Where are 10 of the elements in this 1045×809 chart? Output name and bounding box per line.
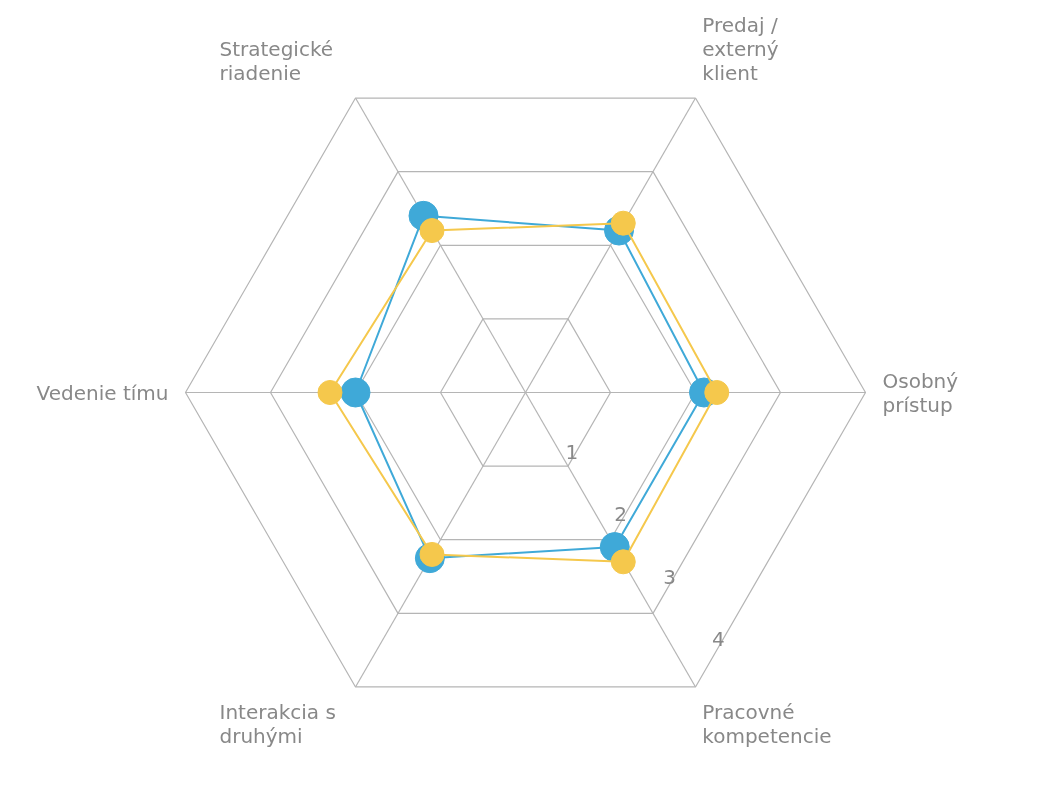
y-tick-label: 2	[614, 502, 628, 527]
spoke-label: Vedenie tímu	[36, 380, 169, 405]
spoke-label: Osobný prístup	[882, 368, 959, 417]
y-tick-label: 4	[712, 627, 725, 652]
y-tick-label: 3	[663, 564, 676, 589]
y-tick-label: 1	[565, 439, 579, 464]
spoke-label: Predaj / externý klient	[702, 13, 779, 86]
spoke-label: Interakcia s druhými	[219, 699, 336, 748]
spoke-label: Strategické riadenie	[219, 37, 334, 86]
spoke-label: Pracovné kompetencie	[702, 699, 832, 748]
